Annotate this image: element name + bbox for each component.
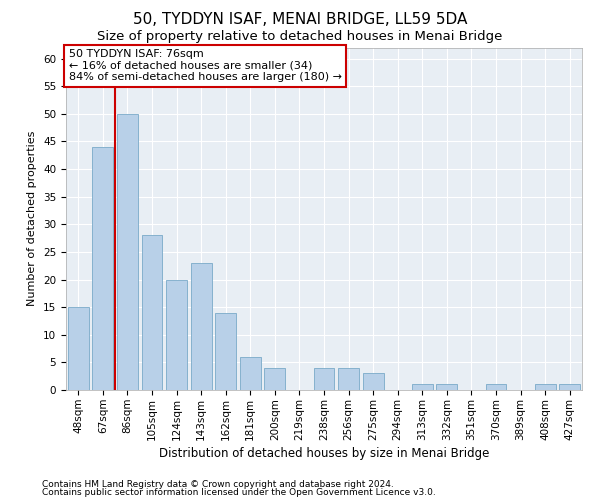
- Text: Contains public sector information licensed under the Open Government Licence v3: Contains public sector information licen…: [42, 488, 436, 497]
- Bar: [166, 280, 187, 390]
- Bar: [240, 357, 261, 390]
- Bar: [485, 384, 506, 390]
- Bar: [92, 147, 113, 390]
- Bar: [117, 114, 138, 390]
- Bar: [559, 384, 580, 390]
- Text: 50, TYDDYN ISAF, MENAI BRIDGE, LL59 5DA: 50, TYDDYN ISAF, MENAI BRIDGE, LL59 5DA: [133, 12, 467, 28]
- Bar: [265, 368, 286, 390]
- Bar: [535, 384, 556, 390]
- Bar: [436, 384, 457, 390]
- Bar: [338, 368, 359, 390]
- Text: 50 TYDDYN ISAF: 76sqm
← 16% of detached houses are smaller (34)
84% of semi-deta: 50 TYDDYN ISAF: 76sqm ← 16% of detached …: [68, 49, 341, 82]
- Y-axis label: Number of detached properties: Number of detached properties: [28, 131, 37, 306]
- Bar: [68, 307, 89, 390]
- Bar: [314, 368, 334, 390]
- Bar: [142, 236, 163, 390]
- Bar: [362, 374, 383, 390]
- Bar: [412, 384, 433, 390]
- Bar: [215, 312, 236, 390]
- Text: Size of property relative to detached houses in Menai Bridge: Size of property relative to detached ho…: [97, 30, 503, 43]
- Text: Contains HM Land Registry data © Crown copyright and database right 2024.: Contains HM Land Registry data © Crown c…: [42, 480, 394, 489]
- Bar: [191, 263, 212, 390]
- X-axis label: Distribution of detached houses by size in Menai Bridge: Distribution of detached houses by size …: [159, 446, 489, 460]
